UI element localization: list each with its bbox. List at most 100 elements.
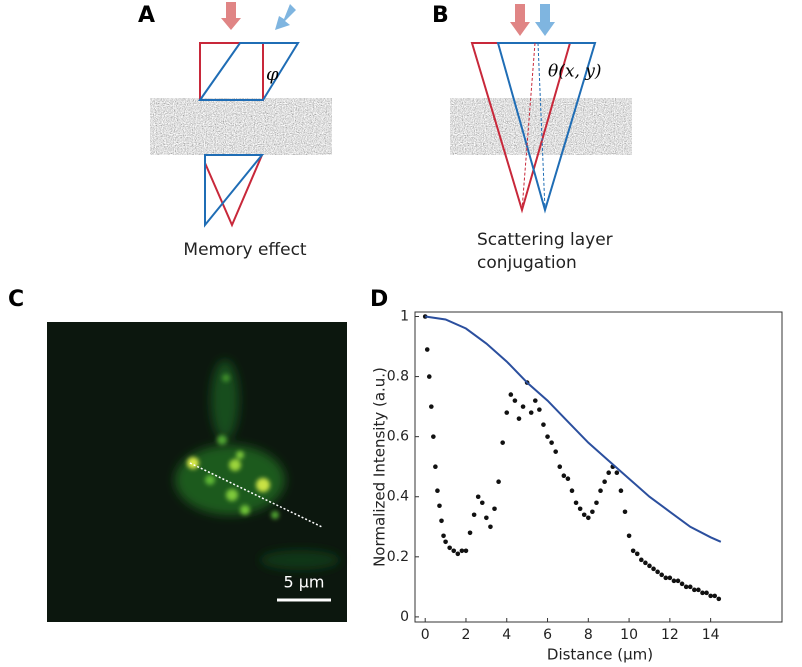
data-point <box>573 500 579 506</box>
data-point <box>528 410 534 415</box>
data-point <box>671 578 677 584</box>
data-point <box>557 464 563 469</box>
scale-bar-label: 5 μm <box>283 573 324 592</box>
data-point <box>586 515 591 521</box>
data-point <box>437 503 442 509</box>
data-point <box>516 416 522 421</box>
blue-beam <box>198 42 300 101</box>
data-point <box>463 548 469 554</box>
data-point <box>475 494 481 500</box>
data-point <box>683 584 689 590</box>
data-point <box>696 587 701 593</box>
red-beam <box>199 42 264 101</box>
data-point <box>532 398 538 403</box>
data-point <box>634 551 640 557</box>
data-point <box>614 470 620 476</box>
data-point <box>537 407 542 412</box>
fluorescence-spots <box>187 374 279 519</box>
y-tick-label: 1 <box>400 309 409 325</box>
data-point <box>590 509 595 515</box>
data-point <box>496 479 501 485</box>
blue-beam-out <box>204 154 265 228</box>
caption: conjugation <box>477 253 577 273</box>
data-point <box>429 404 434 409</box>
data-point <box>549 440 554 445</box>
angle-label: φ <box>266 64 279 85</box>
data-point <box>643 560 648 566</box>
data-point <box>716 596 722 602</box>
data-point <box>663 575 669 581</box>
red-axis <box>521 42 536 211</box>
data-point <box>520 404 526 409</box>
blue-beam <box>496 42 597 214</box>
data-point <box>675 578 681 584</box>
data-point <box>708 593 713 599</box>
y-axis-label: Normalized Intensity (a.u.) <box>371 367 389 567</box>
data-point <box>467 530 473 536</box>
red-arrow <box>510 4 530 36</box>
profile-line <box>189 462 323 528</box>
caption: Scattering layer <box>477 230 613 250</box>
data-point <box>647 563 652 569</box>
data-point <box>569 488 575 494</box>
data-point <box>479 500 485 506</box>
data-point <box>581 512 587 518</box>
panel-label: A <box>138 3 155 28</box>
data-point <box>700 590 705 596</box>
panel-label: D <box>370 287 388 312</box>
y-tick-label: 0.4 <box>387 489 409 505</box>
data-point <box>451 548 457 554</box>
data-point <box>618 488 624 494</box>
data-point <box>577 506 583 512</box>
data-point <box>659 572 665 578</box>
x-tick-label: 8 <box>584 627 593 643</box>
y-tick-label: 0.8 <box>387 369 409 385</box>
data-point <box>655 569 660 575</box>
data-point <box>712 593 718 599</box>
data-point <box>447 545 452 551</box>
data-point <box>459 548 465 554</box>
angle-label: θ(x, y) <box>548 62 602 82</box>
data-point <box>679 581 685 587</box>
data-point <box>441 533 446 539</box>
y-tick-label: 0.2 <box>387 549 409 565</box>
data-point <box>630 548 636 554</box>
x-axis-label: Distance (μm) <box>547 646 653 664</box>
data-point <box>439 518 444 524</box>
data-point <box>687 584 693 590</box>
fluorescence <box>175 360 340 570</box>
y-tick-label: 0 <box>400 609 409 625</box>
data-point <box>443 539 448 545</box>
data-point <box>602 479 607 485</box>
data-point <box>545 434 550 439</box>
blue-arrow <box>535 4 555 36</box>
panel-label: B <box>432 3 449 28</box>
x-tick-label: 6 <box>543 627 552 643</box>
data-point <box>594 500 599 506</box>
data-point <box>561 473 567 479</box>
data-point <box>626 533 632 539</box>
data-point <box>471 512 477 518</box>
plot-frame <box>414 311 783 623</box>
data-point <box>455 551 461 557</box>
blue-axis <box>537 42 546 211</box>
red-beam-out <box>204 154 263 228</box>
scattering-layer <box>150 98 332 155</box>
data-point <box>508 392 514 397</box>
data-point <box>651 566 656 572</box>
data-point <box>639 557 644 563</box>
data-point <box>606 470 611 476</box>
data-point <box>426 374 432 379</box>
blue-arrow <box>275 4 296 30</box>
x-tick-label: 0 <box>421 627 430 643</box>
data-point <box>541 422 546 427</box>
x-tick-label: 10 <box>620 627 638 643</box>
data-point <box>435 488 440 494</box>
data-point <box>492 506 497 512</box>
x-tick-label: 14 <box>702 627 720 643</box>
data-point <box>424 347 430 352</box>
caption: Memory effect <box>183 240 307 260</box>
data-point <box>431 434 436 439</box>
